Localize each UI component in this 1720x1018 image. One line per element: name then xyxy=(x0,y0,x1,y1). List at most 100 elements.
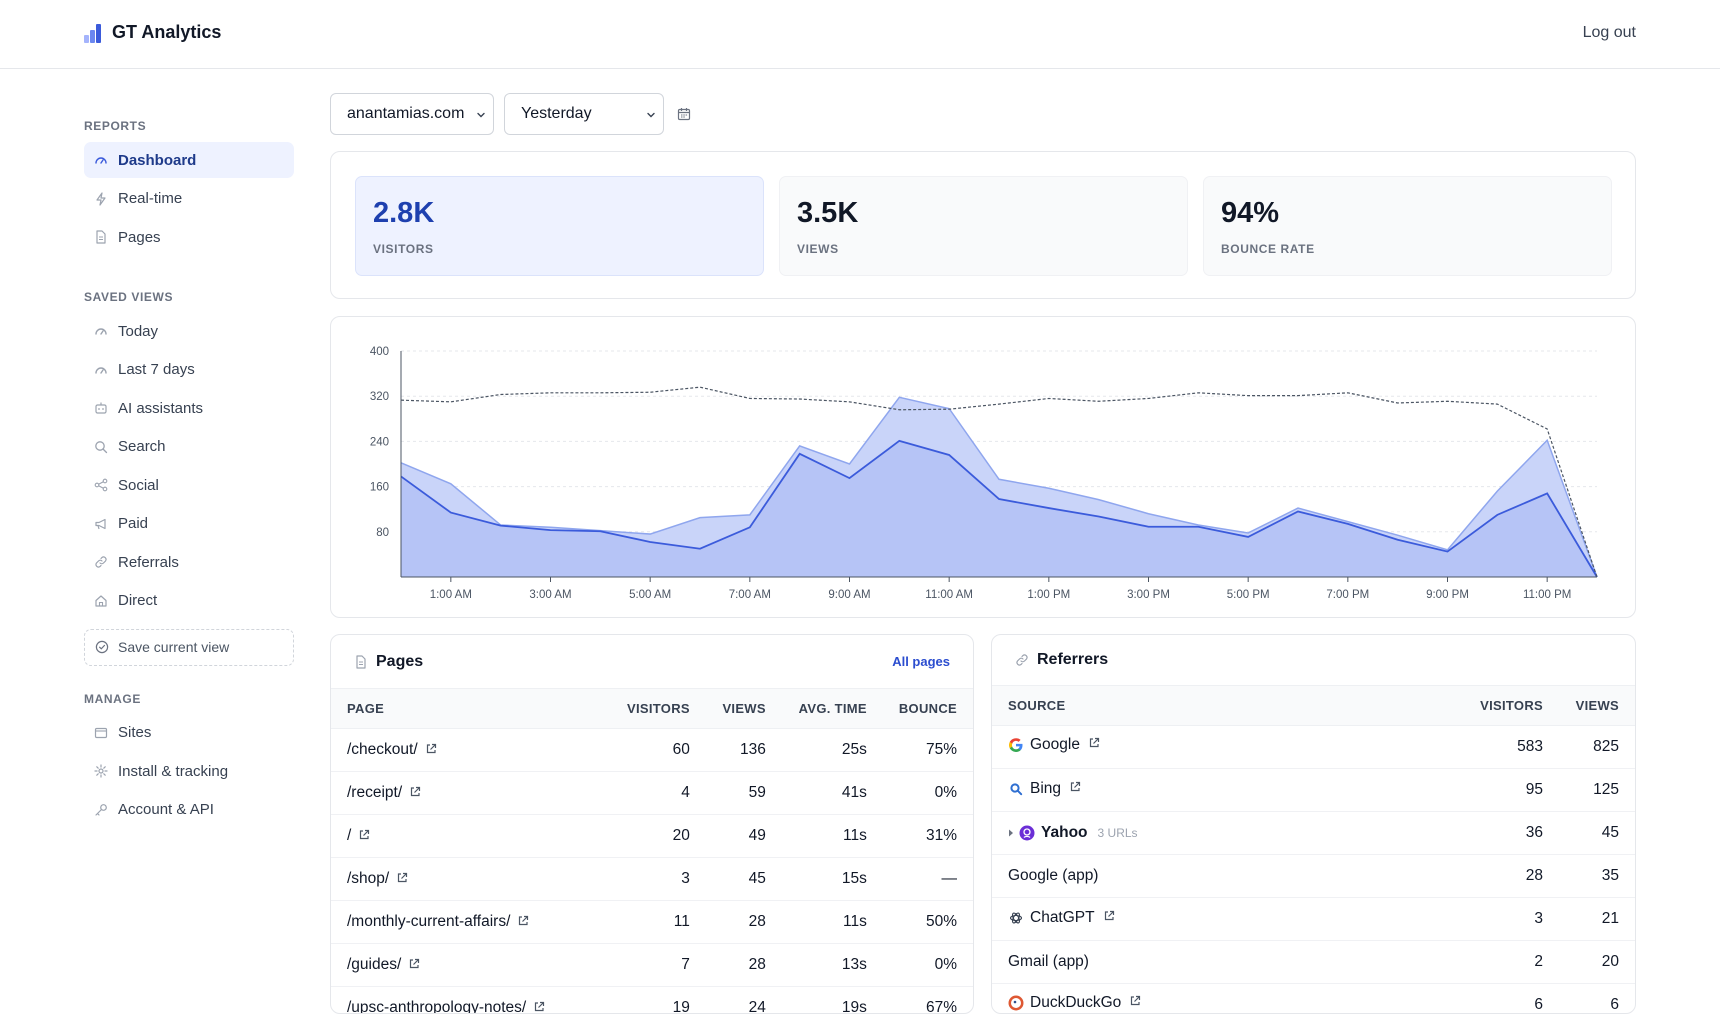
table-row[interactable]: /monthly-current-affairs/11 28 11s 50% xyxy=(331,900,973,944)
page-path-cell[interactable]: /upsc-anthropology-notes/ xyxy=(331,986,612,1014)
sidebar-item-today[interactable]: Today xyxy=(84,313,294,349)
column-header-visitors[interactable]: VISITORS xyxy=(611,688,706,729)
save-current-view-button[interactable]: Save current view xyxy=(84,628,294,666)
table-row[interactable]: Google (app) 28 35 xyxy=(992,854,1635,898)
sidebar-item-search[interactable]: Search xyxy=(84,429,294,465)
sidebar-item-dashboard[interactable]: Dashboard xyxy=(84,142,294,178)
pages-card: Pages All pages PAGE VISITORS VIEWS AVG.… xyxy=(330,634,974,1014)
external-link-icon[interactable] xyxy=(533,1000,545,1014)
external-link-icon[interactable] xyxy=(409,785,421,803)
page-path-cell[interactable]: /receipt/ xyxy=(331,771,612,815)
sidebar-item-label: Last 7 days xyxy=(118,361,195,378)
source-cell[interactable]: Google xyxy=(992,725,1449,769)
yahoo-icon xyxy=(1019,825,1035,841)
page-path-cell[interactable]: / xyxy=(331,814,612,858)
table-row[interactable]: /shop/3 45 15s — xyxy=(331,857,973,901)
table-row[interactable]: /upsc-anthropology-notes/19 24 19s 67% xyxy=(331,986,973,1014)
pages-card-header: Pages All pages xyxy=(331,635,973,688)
source-cell[interactable]: Bing xyxy=(992,768,1449,812)
window-icon xyxy=(94,726,108,740)
all-pages-link[interactable]: All pages xyxy=(892,654,950,669)
sidebar-item-social[interactable]: Social xyxy=(84,467,294,503)
source-name: Google (app) xyxy=(1008,867,1099,884)
table-row[interactable]: Google 583 825 xyxy=(992,725,1635,769)
table-row[interactable]: Gmail (app) 2 20 xyxy=(992,940,1635,984)
sidebar-item-label: Pages xyxy=(118,228,161,246)
calendar-icon[interactable] xyxy=(677,107,691,121)
source-cell[interactable]: Yahoo 3 URLs xyxy=(992,811,1449,855)
referrers-table-body: Google 583 825 Bing 95 125 Yahoo 3 URLs 36 45 Goog… xyxy=(992,725,1635,1013)
sidebar-item-referrals[interactable]: Referrals xyxy=(84,544,294,580)
date-range-select[interactable]: Yesterday xyxy=(504,93,664,135)
column-header-visitors[interactable]: VISITORS xyxy=(1449,685,1559,726)
external-link-icon[interactable] xyxy=(1129,994,1141,1012)
sidebar-item-sites[interactable]: Sites xyxy=(84,715,294,751)
column-header-source[interactable]: SOURCE xyxy=(992,685,1449,726)
sidebar-item-ai-assistants[interactable]: AI assistants xyxy=(84,390,294,426)
x-tick-label: 11:00 PM xyxy=(1523,589,1571,601)
gear-icon xyxy=(94,764,108,778)
column-header-page[interactable]: PAGE xyxy=(331,688,612,729)
source-cell[interactable]: Gmail (app) xyxy=(992,940,1449,984)
source-name: Yahoo xyxy=(1041,824,1088,841)
series-line-visitors xyxy=(400,439,1598,578)
site-select[interactable]: anantamias.com xyxy=(330,93,494,135)
sidebar-item-label: Real-time xyxy=(118,190,183,207)
column-header-avg-time[interactable]: AVG. TIME xyxy=(781,688,883,729)
stat-card-views[interactable]: 3.5K VIEWS xyxy=(779,176,1188,276)
table-row[interactable]: DuckDuckGo 6 6 xyxy=(992,983,1635,1013)
page-path-cell[interactable]: /guides/ xyxy=(331,943,612,987)
external-link-icon[interactable] xyxy=(358,828,370,846)
pages-card-title-text: Pages xyxy=(376,652,424,670)
column-header-views[interactable]: VIEWS xyxy=(1559,685,1635,726)
sidebar-item-real-time[interactable]: Real-time xyxy=(84,181,294,217)
table-row[interactable]: Bing 95 125 xyxy=(992,768,1635,812)
source-cell[interactable]: Google (app) xyxy=(992,854,1449,898)
page-path-cell[interactable]: /checkout/ xyxy=(331,728,612,772)
sidebar-item-paid[interactable]: Paid xyxy=(84,506,294,542)
table-row[interactable]: /checkout/60 136 25s 75% xyxy=(331,728,973,772)
caret-right-icon[interactable] xyxy=(1008,829,1014,837)
views-cell: 825 xyxy=(1559,725,1635,769)
table-row[interactable]: ChatGPT 3 21 xyxy=(992,897,1635,941)
source-name: Google xyxy=(1030,736,1080,753)
source-name: Bing xyxy=(1030,779,1062,797)
logout-link[interactable]: Log out xyxy=(1582,24,1636,41)
external-link-icon[interactable] xyxy=(517,914,529,932)
visitors-cell: 60 xyxy=(611,728,706,772)
table-row[interactable]: / 20 49 11s 31% xyxy=(331,814,973,858)
sidebar-item-pages[interactable]: Pages xyxy=(84,219,294,255)
external-link-icon[interactable] xyxy=(1069,780,1081,798)
external-link-icon[interactable] xyxy=(396,871,408,889)
column-header-bounce[interactable]: BOUNCE xyxy=(882,688,973,729)
table-row[interactable]: /receipt/4 59 41s 0% xyxy=(331,771,973,815)
sidebar-item-account-api[interactable]: Account & API xyxy=(84,792,294,828)
x-tick-label: 11:00 AM xyxy=(925,589,973,601)
external-link-icon[interactable] xyxy=(408,957,420,975)
source-cell[interactable]: ChatGPT xyxy=(992,897,1449,941)
document-icon xyxy=(354,654,368,669)
brand-name: GT Analytics xyxy=(112,22,222,42)
referrers-table: SOURCE VISITORS VIEWS Google 583 825 Bing 95… xyxy=(992,685,1635,1013)
stat-card-visitors[interactable]: 2.8K VISITORS xyxy=(355,176,764,276)
duckduckgo-icon xyxy=(1008,995,1024,1011)
external-link-icon[interactable] xyxy=(425,742,437,760)
table-row[interactable]: Yahoo 3 URLs 36 45 xyxy=(992,811,1635,855)
stat-card-bounce-rate[interactable]: 94% BOUNCE RATE xyxy=(1203,176,1612,276)
bounce-cell: 75% xyxy=(882,728,973,772)
external-link-icon[interactable] xyxy=(1103,909,1115,927)
external-link-icon[interactable] xyxy=(1088,736,1100,754)
sidebar-item-install-tracking[interactable]: Install & tracking xyxy=(84,753,294,789)
table-row[interactable]: /guides/7 28 13s 0% xyxy=(331,943,973,987)
source: ChatGPT xyxy=(1008,909,1115,927)
sidebar-item-label: Search xyxy=(118,438,166,455)
page-path-cell[interactable]: /shop/ xyxy=(331,857,612,901)
source-cell[interactable]: DuckDuckGo xyxy=(992,983,1449,1013)
column-header-views[interactable]: VIEWS xyxy=(705,688,782,729)
page-path-cell[interactable]: /monthly-current-affairs/ xyxy=(331,900,612,944)
chatgpt-icon xyxy=(1008,910,1024,926)
sidebar-item-direct[interactable]: Direct xyxy=(84,583,294,619)
sidebar-item-last-7-days[interactable]: Last 7 days xyxy=(84,352,294,388)
brand[interactable]: GT Analytics xyxy=(84,22,221,43)
source-name: ChatGPT xyxy=(1030,908,1095,926)
